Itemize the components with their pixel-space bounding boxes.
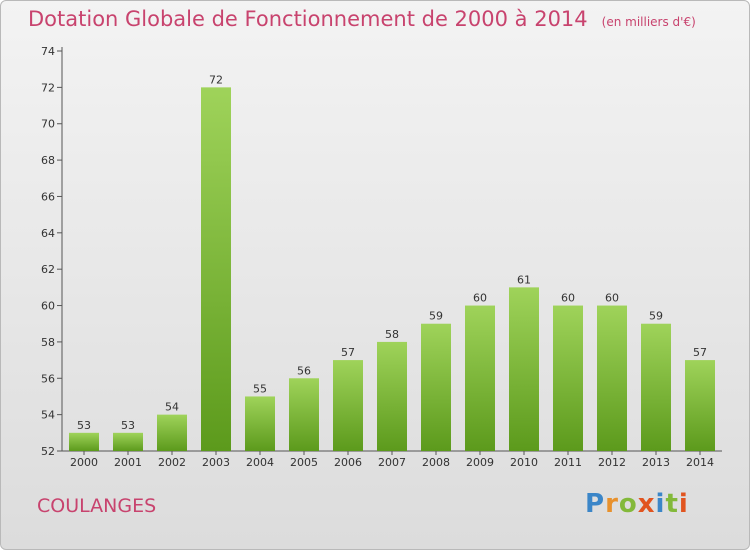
labels: 2000 53 2001 53 2002 54 2003 72 2004 55 2005 56 2006… (70, 73, 714, 469)
commune-name: COULANGES (37, 495, 157, 517)
x-tick-label: 2009 (466, 456, 494, 469)
x-tick-label: 2007 (378, 456, 406, 469)
bar-2012 (597, 305, 627, 451)
data-label-2010: 61 (517, 273, 531, 286)
y-tick-label: 64 (41, 227, 55, 240)
y-tick-label: 68 (41, 154, 55, 167)
x-tick-label: 2001 (114, 456, 142, 469)
bars (69, 87, 715, 451)
x-tick-label: 2005 (290, 456, 318, 469)
x-tick-label: 2004 (246, 456, 274, 469)
x-tick-label: 2012 (598, 456, 626, 469)
x-tick-label: 2010 (510, 456, 538, 469)
bar-2000 (69, 432, 99, 451)
x-tick-label: 2013 (642, 456, 670, 469)
data-label-2014: 57 (693, 346, 707, 359)
data-label-2000: 53 (77, 419, 91, 432)
unit-label: (en milliers d'€) (601, 15, 696, 29)
bar-2003 (201, 87, 231, 451)
bar-2005 (289, 378, 319, 451)
data-label-2001: 53 (121, 419, 135, 432)
chart-title: Dotation Globale de Fonctionnement de 20… (28, 7, 696, 31)
bar-2011 (553, 305, 583, 451)
bar-2010 (509, 287, 539, 451)
y-tick-label: 56 (41, 372, 55, 385)
data-label-2008: 59 (429, 310, 443, 323)
y-tick-label: 52 (41, 445, 55, 458)
y-tick-label: 58 (41, 336, 55, 349)
bar-2014 (685, 360, 715, 451)
y-tick-label: 74 (41, 45, 55, 58)
data-label-2013: 59 (649, 310, 663, 323)
bar-2009 (465, 305, 495, 451)
y-tick-label: 54 (41, 409, 55, 422)
data-label-2011: 60 (561, 292, 575, 305)
bar-2008 (421, 323, 451, 451)
data-label-2007: 58 (385, 328, 399, 341)
y-tick-label: 70 (41, 118, 55, 131)
bar-2013 (641, 323, 671, 451)
data-label-2002: 54 (165, 401, 179, 414)
x-tick-label: 2006 (334, 456, 362, 469)
y-tick-label: 62 (41, 263, 55, 276)
data-label-2009: 60 (473, 292, 487, 305)
bar-2007 (377, 341, 407, 451)
axes: 52 54 56 58 60 62 64 66 68 70 72 74 (41, 45, 722, 458)
x-tick-label: 2008 (422, 456, 450, 469)
data-label-2005: 56 (297, 364, 311, 377)
x-tick-label: 2002 (158, 456, 186, 469)
bar-2004 (245, 396, 275, 451)
y-tick-label: 60 (41, 300, 55, 313)
bar-2001 (113, 432, 143, 451)
title-text: Dotation Globale de Fonctionnement de 20… (28, 7, 588, 31)
y-tick-label: 72 (41, 81, 55, 94)
x-tick-label: 2000 (70, 456, 98, 469)
data-label-2012: 60 (605, 292, 619, 305)
data-label-2004: 55 (253, 382, 267, 395)
x-tick-label: 2014 (686, 456, 714, 469)
x-tick-label: 2003 (202, 456, 230, 469)
y-tick-label: 66 (41, 190, 55, 203)
proxiti-logo[interactable]: Proxiti (585, 489, 689, 519)
data-label-2006: 57 (341, 346, 355, 359)
x-tick-label: 2011 (554, 456, 582, 469)
bar-2006 (333, 360, 363, 451)
bar-2002 (157, 414, 187, 451)
data-label-2003: 72 (209, 73, 223, 86)
